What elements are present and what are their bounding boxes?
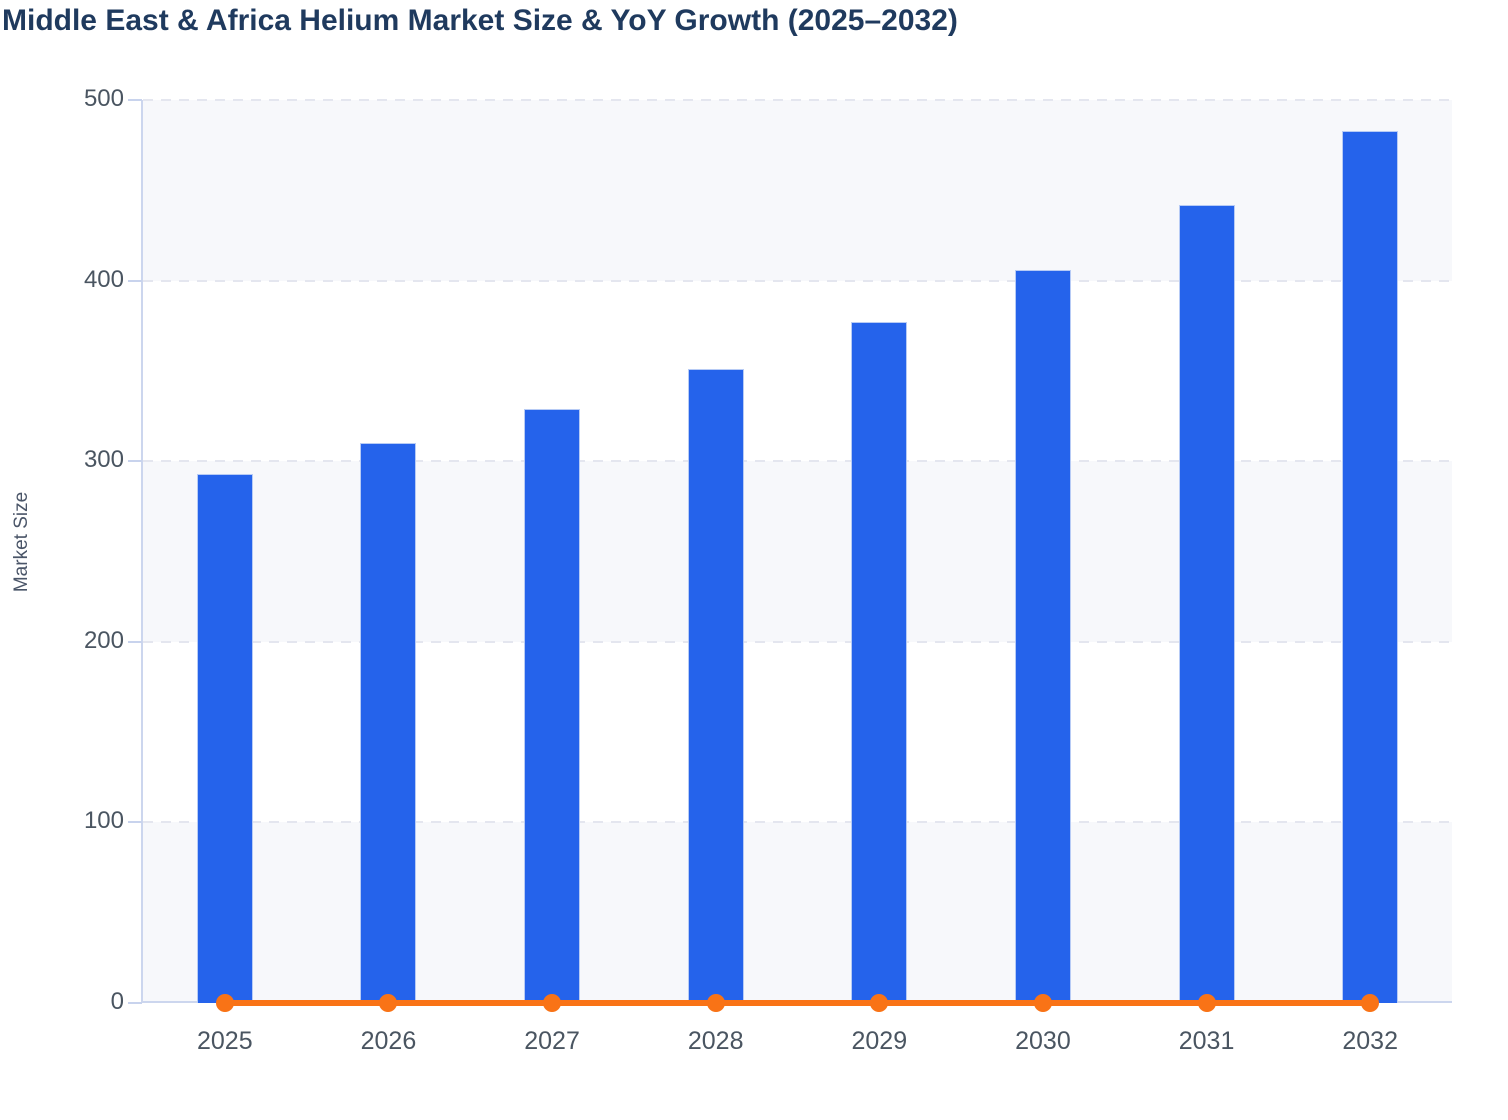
yoy-marker-2025[interactable] (215, 994, 234, 1012)
y-tick-label: 400 (83, 265, 124, 293)
x-axis-label: 2031 (1178, 1027, 1235, 1055)
bar-2026[interactable] (360, 443, 417, 1003)
yoy-marker-2030[interactable] (1033, 994, 1052, 1012)
y-axis-title: Market Size (11, 491, 32, 593)
yoy-marker-2032[interactable] (1361, 994, 1380, 1012)
yoy-marker-2031[interactable] (1197, 994, 1216, 1012)
gridline-300 (143, 460, 1452, 463)
gridline-500 (143, 99, 1452, 101)
gridline-400 (143, 279, 1452, 282)
x-axis-label: 2028 (687, 1027, 744, 1055)
bar-2030[interactable] (1014, 269, 1071, 1003)
x-axis-label: 2026 (360, 1027, 417, 1055)
yoy-marker-2028[interactable] (706, 994, 725, 1012)
y-tick-label: 100 (83, 807, 124, 835)
grid-band (143, 461, 1452, 642)
bar-2032[interactable] (1342, 130, 1399, 1003)
y-axis-line (141, 100, 143, 1003)
x-axis-label: 2027 (524, 1027, 580, 1055)
bar-2025[interactable] (196, 473, 253, 1003)
plot-area: 0 100 200 300 400 500 2025 2026 2027 2028 2029 2030… (84, 85, 1452, 1055)
x-axis-label: 2025 (197, 1027, 253, 1055)
y-tick-label: 0 (110, 988, 124, 1015)
x-axis-label: 2030 (1015, 1027, 1071, 1055)
y-tick-label: 500 (83, 85, 124, 112)
bar-2029[interactable] (851, 322, 908, 1003)
yoy-marker-2029[interactable] (870, 994, 889, 1012)
gridline-100 (143, 821, 1452, 824)
y-tick (128, 821, 142, 824)
bar-2031[interactable] (1178, 204, 1235, 1003)
bar-2027[interactable] (524, 408, 581, 1003)
grid-band (143, 100, 1452, 281)
y-tick-label: 200 (83, 626, 124, 654)
x-axis-label: 2032 (1342, 1027, 1398, 1055)
y-tick (128, 640, 142, 643)
y-tick-label: 300 (83, 446, 124, 474)
y-tick (128, 99, 142, 101)
y-tick (128, 279, 142, 282)
y-tick (128, 1002, 142, 1004)
yoy-marker-2027[interactable] (543, 994, 562, 1012)
y-tick (128, 460, 142, 463)
bar-2028[interactable] (687, 369, 744, 1003)
yoy-line[interactable] (224, 1000, 1371, 1006)
grid-band (143, 822, 1452, 1003)
yoy-marker-2026[interactable] (379, 994, 398, 1012)
gridline-200 (143, 640, 1452, 643)
chart-title: Middle East & Africa Helium Market Size … (2, 4, 958, 37)
x-axis-label: 2029 (851, 1027, 908, 1055)
